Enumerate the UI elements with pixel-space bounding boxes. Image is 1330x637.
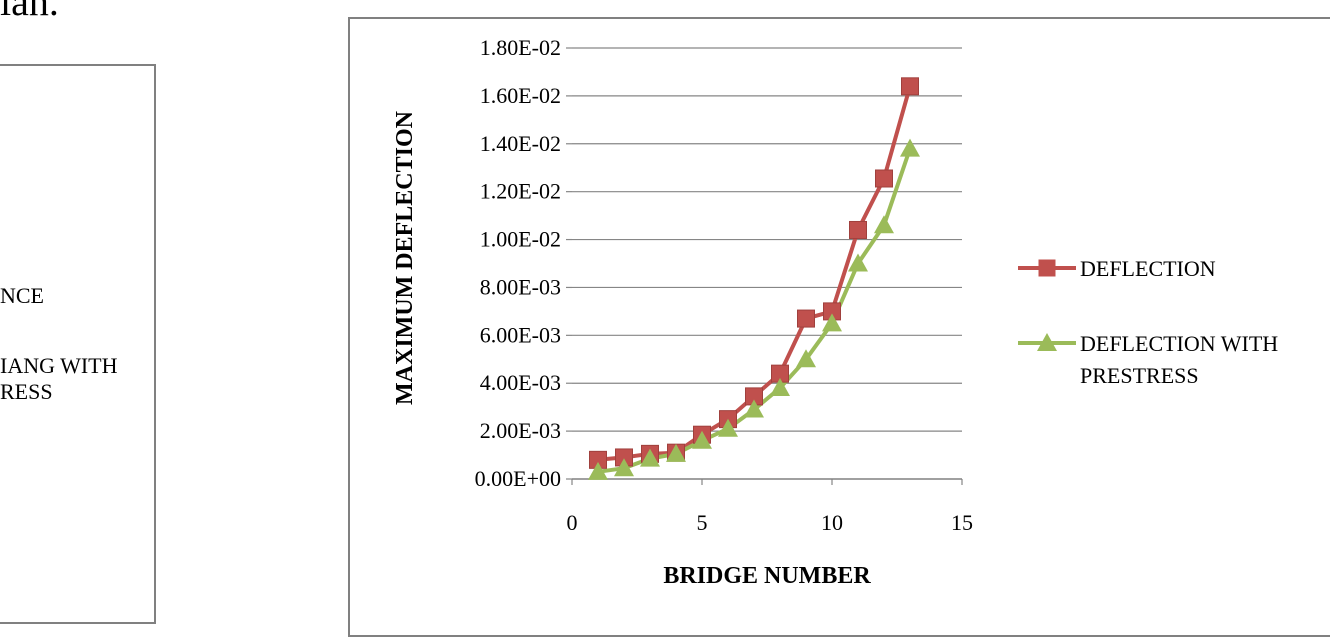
legend-label: DEFLECTION <box>1080 256 1216 281</box>
y-tick-label: 1.80E-02 <box>480 35 561 60</box>
y-tick-label: 1.20E-02 <box>480 179 561 204</box>
legend-marker-triangle <box>1037 333 1057 351</box>
y-tick-label: 4.00E-03 <box>480 370 561 395</box>
y-tick-label: 6.00E-03 <box>480 322 561 347</box>
data-point-square <box>849 220 867 239</box>
legend-marker-square <box>1038 259 1056 277</box>
data-point-triangle <box>744 399 764 418</box>
legend-label: DEFLECTION WITH <box>1080 331 1278 356</box>
line-chart: 0.00E+00 2.00E-03 4.00E-03 6.00E-03 8.00E-03… <box>392 35 1278 589</box>
left-chart-frame <box>0 64 156 624</box>
y-axis-ticks: 0.00E+00 2.00E-03 4.00E-03 6.00E-03 8.00E-03… <box>475 35 572 491</box>
legend: DEFLECTION DEFLECTION WITH PRESTRESS <box>1018 256 1278 388</box>
y-axis-title: MAXIMUM DEFLECTION <box>392 110 418 405</box>
data-point-triangle <box>640 448 660 467</box>
x-axis-ticks: 0 5 10 15 <box>567 479 973 535</box>
data-point-square <box>901 77 919 96</box>
data-point-triangle <box>692 430 712 449</box>
left-legend-fragment-3: RESS <box>0 379 53 404</box>
series-line-2 <box>597 147 912 474</box>
data-point-triangle <box>588 461 608 480</box>
x-tick-label: 10 <box>821 510 843 535</box>
x-tick-label: 5 <box>697 510 708 535</box>
x-tick-label: 15 <box>951 510 973 535</box>
data-point-triangle <box>614 458 634 477</box>
y-tick-label: 1.00E-02 <box>480 227 561 252</box>
gridlines <box>572 47 962 432</box>
data-point-triangle <box>848 253 868 272</box>
left-legend-fragment-2: IANG WITH <box>0 353 118 378</box>
data-point-triangle <box>666 443 686 462</box>
data-point-square <box>797 309 815 328</box>
data-point-triangle <box>874 215 894 234</box>
left-legend-fragment-1: NCE <box>0 283 44 308</box>
legend-label: PRESTRESS <box>1080 363 1199 388</box>
data-point-triangle <box>718 418 738 437</box>
series-group <box>588 77 920 480</box>
data-point-triangle <box>770 378 790 397</box>
data-point-triangle <box>900 138 920 157</box>
y-tick-label: 1.40E-02 <box>480 131 561 156</box>
x-tick-label: 0 <box>567 510 578 535</box>
y-tick-label: 1.60E-02 <box>480 83 561 108</box>
y-tick-label: 8.00E-03 <box>480 274 561 299</box>
data-point-triangle <box>796 349 816 368</box>
y-tick-label: 2.00E-03 <box>480 418 561 443</box>
y-tick-label: 0.00E+00 <box>475 466 561 491</box>
x-axis-title: BRIDGE NUMBER <box>663 563 871 589</box>
top-text-fragment: ian. <box>0 0 59 24</box>
data-point-triangle <box>822 313 842 332</box>
data-point-square <box>875 169 893 188</box>
